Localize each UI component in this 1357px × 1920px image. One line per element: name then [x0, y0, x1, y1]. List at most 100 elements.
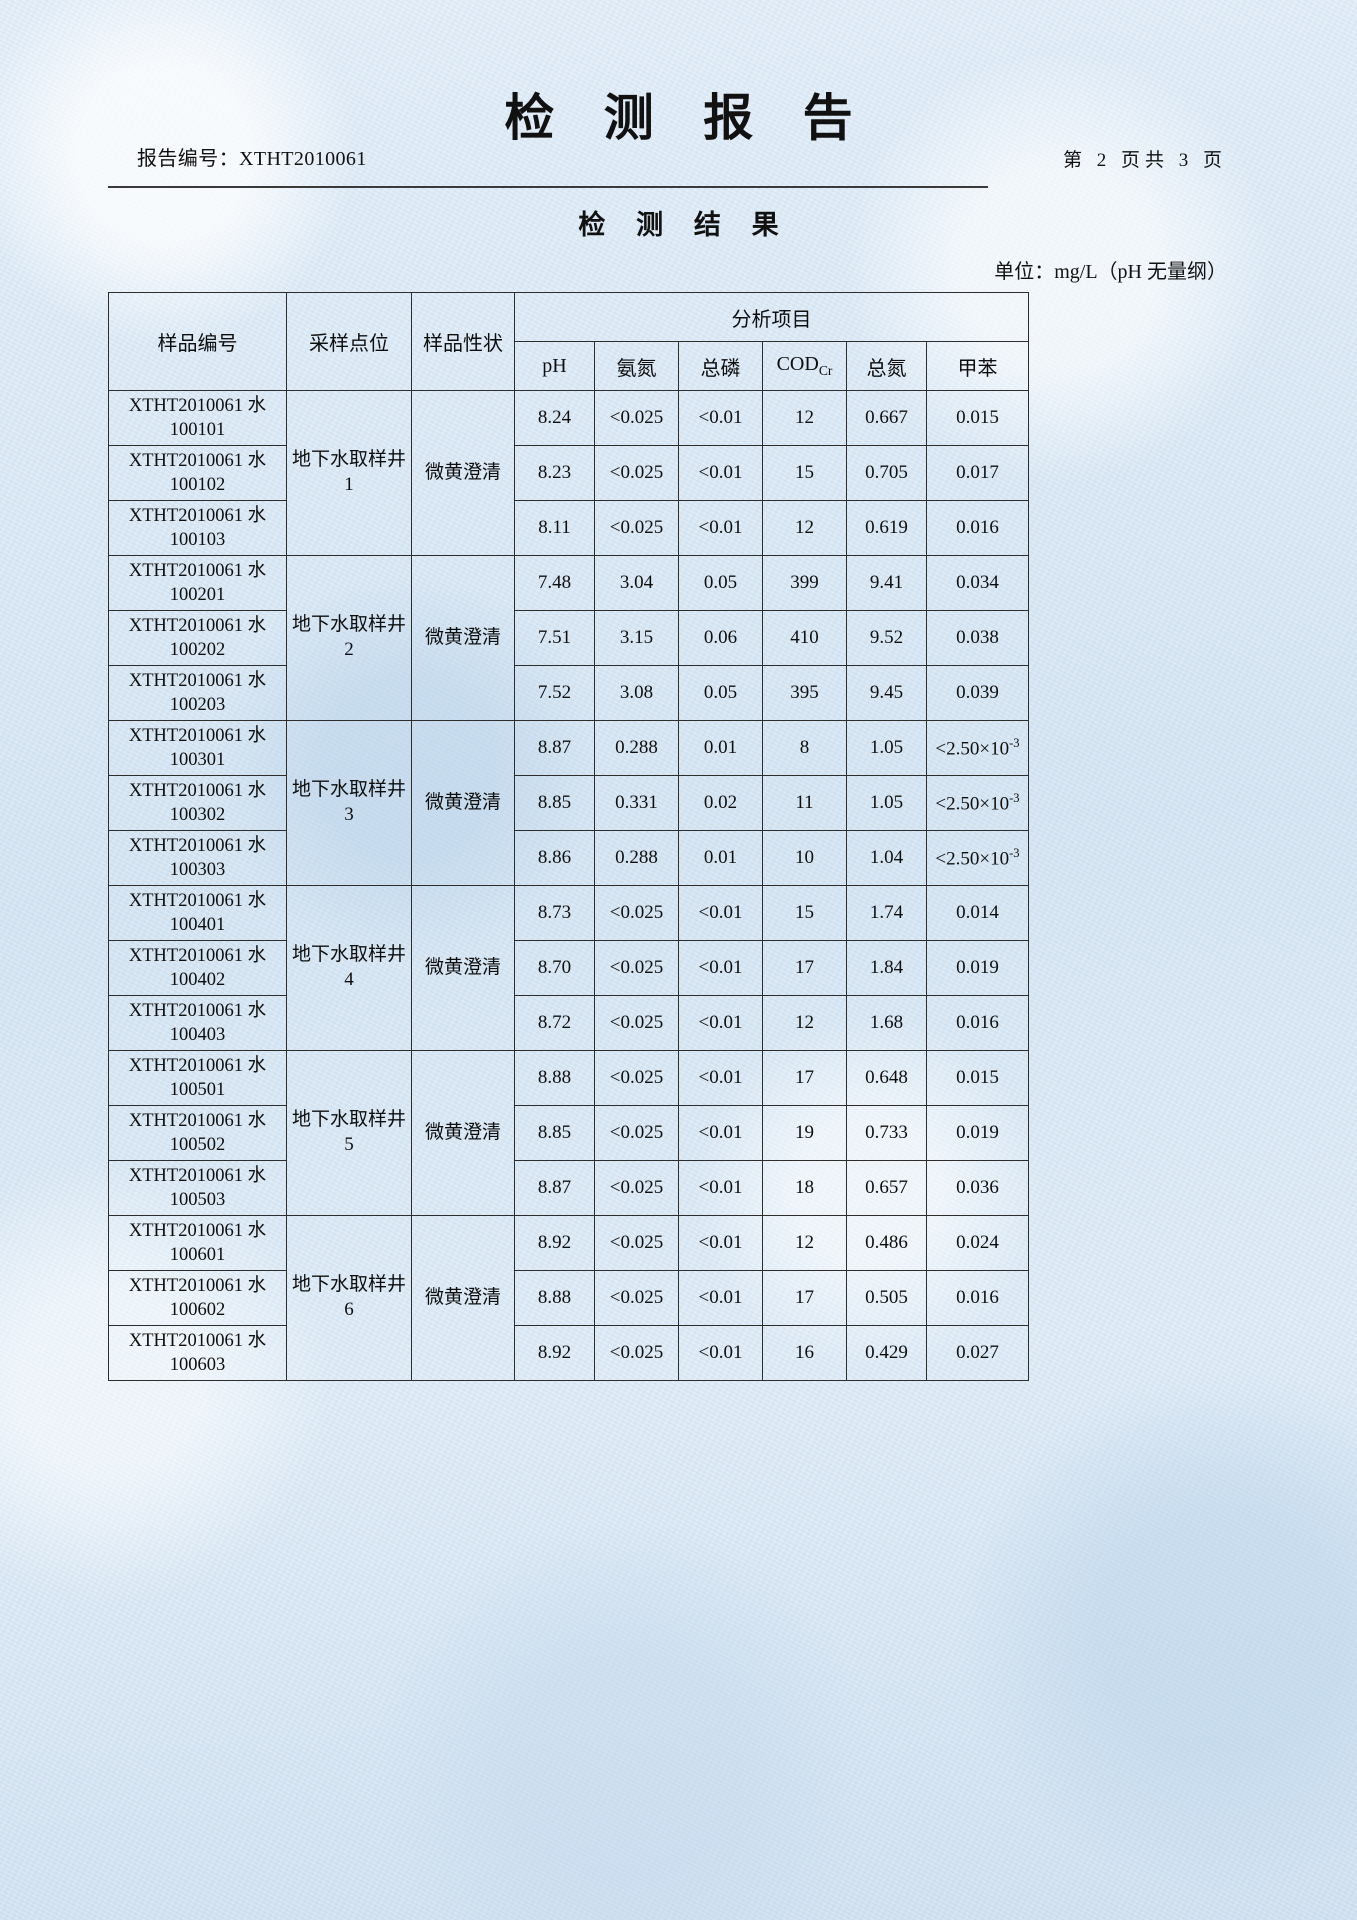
cell-cod: 15	[762, 445, 847, 501]
cell-tol: 0.017	[926, 445, 1029, 501]
cell-tp: <0.01	[678, 885, 763, 941]
cell-tp: 0.06	[678, 610, 763, 666]
cell-cod: 17	[762, 1270, 847, 1326]
results-table: 样品编号 采样点位 样品性状 分析项目 pH 氨氮 总磷 CODCr 总氮 甲苯…	[108, 292, 1029, 1381]
cell-sample-trait: 微黄澄清	[411, 885, 515, 1051]
cell-tn: 0.429	[846, 1325, 927, 1381]
cell-cod: 17	[762, 1050, 847, 1106]
cell-ph: 7.48	[514, 555, 595, 611]
cell-sample-trait: 微黄澄清	[411, 555, 515, 721]
cell-sampling-site: 地下水取样井 5	[286, 1050, 412, 1216]
cell-sample-id: XTHT2010061 水 100201	[108, 555, 287, 611]
cell-sample-id: XTHT2010061 水 100303	[108, 830, 287, 886]
report-number-value: XTHT2010061	[239, 148, 367, 170]
cell-tn: 0.505	[846, 1270, 927, 1326]
cell-tn: 0.648	[846, 1050, 927, 1106]
cell-tol: 0.014	[926, 885, 1029, 941]
col-header-analysis-group: 分析项目	[514, 292, 1029, 342]
cell-tp: 0.01	[678, 720, 763, 776]
cell-sample-id: XTHT2010061 水 100203	[108, 665, 287, 721]
cell-ph: 8.24	[514, 390, 595, 446]
table-head: 样品编号 采样点位 样品性状 分析项目 pH 氨氮 总磷 CODCr 总氮 甲苯	[108, 292, 1029, 391]
cell-tp: <0.01	[678, 1105, 763, 1161]
cell-ph: 8.11	[514, 500, 595, 556]
cell-sample-trait: 微黄澄清	[411, 390, 515, 556]
table-row: XTHT2010061 水 100201 地下水取样井 2 微黄澄清 7.48 3.04 0.…	[108, 555, 1029, 721]
cell-tp: <0.01	[678, 995, 763, 1051]
cell-tn: 9.52	[846, 610, 927, 666]
cell-ph: 7.51	[514, 610, 595, 666]
cell-sample-id: XTHT2010061 水 100601	[108, 1215, 287, 1271]
cell-tn: 1.05	[846, 720, 927, 776]
cell-sample-id: XTHT2010061 水 100301	[108, 720, 287, 776]
cell-nh3: <0.025	[594, 390, 679, 446]
col-header-total-nitrogen: 总氮	[846, 341, 927, 391]
cell-cod: 410	[762, 610, 847, 666]
cell-tol: 0.019	[926, 940, 1029, 996]
cell-tn: 1.04	[846, 830, 927, 886]
cell-tp: 0.05	[678, 665, 763, 721]
cell-cod: 18	[762, 1160, 847, 1216]
table-row: XTHT2010061 水 100401 地下水取样井 4 微黄澄清 8.73 <0.025…	[108, 885, 1029, 1051]
cell-tn: 0.657	[846, 1160, 927, 1216]
cell-tn: 0.733	[846, 1105, 927, 1161]
table-row: XTHT2010061 水 100102 8.23 <0.025 <0.01 15 0.70…	[108, 445, 1029, 501]
cell-nh3: <0.025	[594, 1160, 679, 1216]
col-header-sample-id: 样品编号	[108, 292, 287, 391]
col-header-ph: pH	[514, 341, 595, 391]
cell-tn: 0.705	[846, 445, 927, 501]
cell-ph: 8.85	[514, 1105, 595, 1161]
table-row: XTHT2010061 水 100502 8.85 <0.025 <0.01 19 0.73…	[108, 1105, 1029, 1161]
cell-tn: 1.05	[846, 775, 927, 831]
cell-nh3: <0.025	[594, 445, 679, 501]
cell-tn: 9.41	[846, 555, 927, 611]
cell-cod: 8	[762, 720, 847, 776]
cell-sampling-site: 地下水取样井 6	[286, 1215, 412, 1381]
cell-cod: 12	[762, 390, 847, 446]
cell-tp: 0.01	[678, 830, 763, 886]
cell-tp: <0.01	[678, 940, 763, 996]
cell-sample-id: XTHT2010061 水 100501	[108, 1050, 287, 1106]
cell-nh3: <0.025	[594, 1325, 679, 1381]
cell-tp: <0.01	[678, 1160, 763, 1216]
cell-nh3: <0.025	[594, 1050, 679, 1106]
table-row: XTHT2010061 水 100402 8.70 <0.025 <0.01 17 1.84…	[108, 940, 1029, 996]
cell-tp: 0.02	[678, 775, 763, 831]
cell-tp: <0.01	[678, 500, 763, 556]
cell-tol: 0.015	[926, 390, 1029, 446]
cell-tn: 0.667	[846, 390, 927, 446]
cell-cod: 10	[762, 830, 847, 886]
cell-nh3: <0.025	[594, 1215, 679, 1271]
cell-ph: 8.73	[514, 885, 595, 941]
cell-sample-id: XTHT2010061 水 100403	[108, 995, 287, 1051]
table-row: XTHT2010061 水 100501 地下水取样井 5 微黄澄清 8.88 <0.025…	[108, 1050, 1029, 1216]
table-row: XTHT2010061 水 100403 8.72 <0.025 <0.01 12 1.68…	[108, 995, 1029, 1051]
cell-cod: 15	[762, 885, 847, 941]
cell-tp: <0.01	[678, 1215, 763, 1271]
cell-nh3: 0.288	[594, 830, 679, 886]
cell-tol: 0.016	[926, 995, 1029, 1051]
table-row: XTHT2010061 水 100601 地下水取样井 6 微黄澄清 8.92 <0.025…	[108, 1215, 1029, 1381]
col-header-trait: 样品性状	[411, 292, 515, 391]
cell-nh3: <0.025	[594, 1270, 679, 1326]
cell-ph: 8.70	[514, 940, 595, 996]
cell-sampling-site: 地下水取样井 4	[286, 885, 412, 1051]
cell-tn: 0.619	[846, 500, 927, 556]
cell-tol: 0.034	[926, 555, 1029, 611]
cell-tol: <2.50×10-3	[926, 720, 1029, 776]
table-row: XTHT2010061 水 100203 7.52 3.08 0.05 395 9.45 0.…	[108, 665, 1029, 721]
table-body: XTHT2010061 水 100101 地下水取样井 1 微黄澄清 8.24 <0.025…	[108, 390, 1029, 1381]
table-row: XTHT2010061 水 100603 8.92 <0.025 <0.01 16 0.42…	[108, 1325, 1029, 1381]
cell-sample-trait: 微黄澄清	[411, 720, 515, 886]
cell-ph: 8.88	[514, 1270, 595, 1326]
cell-nh3: 3.04	[594, 555, 679, 611]
header-row-sub: pH 氨氮 总磷 CODCr 总氮 甲苯	[109, 341, 1029, 391]
cell-tol: 0.015	[926, 1050, 1029, 1106]
cell-tol: 0.019	[926, 1105, 1029, 1161]
cell-ph: 8.85	[514, 775, 595, 831]
cell-nh3: <0.025	[594, 500, 679, 556]
cell-tp: <0.01	[678, 1050, 763, 1106]
cell-ph: 8.23	[514, 445, 595, 501]
cell-tn: 1.68	[846, 995, 927, 1051]
